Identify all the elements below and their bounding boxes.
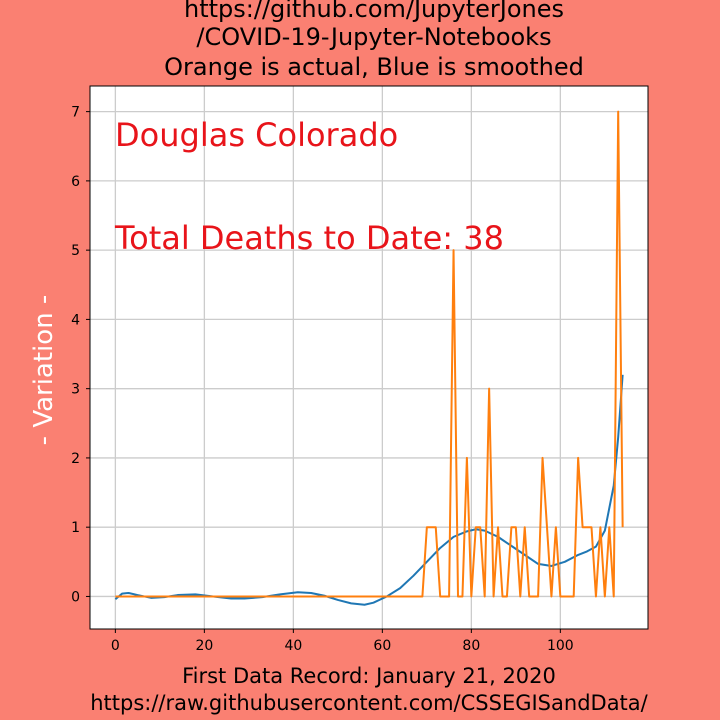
annotation-location: Douglas Colorado [115,116,398,154]
plot-frame [89,85,649,630]
y-tick-label: 5 [71,243,80,259]
series-line-actual [115,110,624,598]
series-layer [114,110,624,606]
grid [90,86,648,629]
chart-title-line-3: Orange is actual, Blue is smoothed [164,53,584,81]
axis-ticks: 0 20 40 60 80 100 0 1 2 3 4 5 6 7 [71,105,574,654]
series-line-smoothed [114,374,624,606]
y-tick-label: 1 [71,520,80,536]
y-axis-label: - Variation - [29,295,59,446]
chart-title-line-2: /COVID-19-Jupyter-Notebooks [196,23,551,51]
y-tick-label: 0 [71,589,80,605]
x-tick-label: 0 [111,638,120,654]
x-tick-label: 80 [462,638,480,654]
x-tick-label: 40 [284,638,302,654]
x-tick-label: 60 [373,638,391,654]
y-tick-label: 6 [71,174,80,190]
x-tick-label: 100 [547,638,574,654]
x-axis-label-line-2: https://raw.githubusercontent.com/CSSEGI… [90,691,648,715]
chart-title-line-1: https://github.com/JupyterJones [184,0,564,23]
annotation-total-deaths: Total Deaths to Date: 38 [114,219,504,257]
y-tick-label: 3 [71,382,80,398]
x-axis-label-line-1: First Data Record: January 21, 2020 [182,664,556,688]
plot-area [90,86,648,629]
x-tick-label: 20 [195,638,213,654]
y-tick-label: 4 [71,312,80,328]
y-tick-label: 7 [71,105,80,121]
y-tick-label: 2 [71,451,80,467]
